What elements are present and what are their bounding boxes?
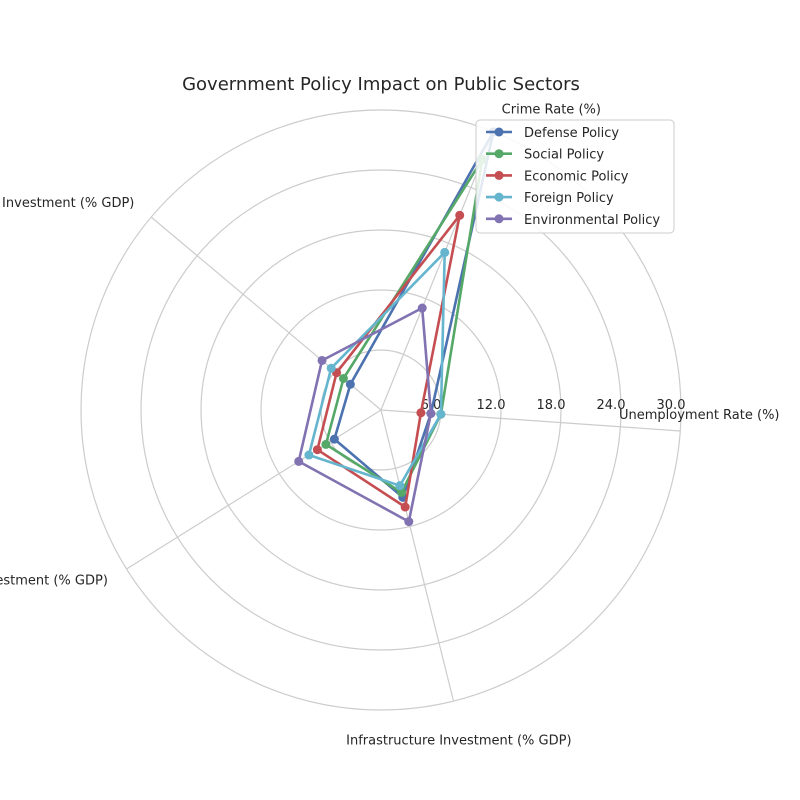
legend-item: Environmental Policy: [486, 213, 660, 228]
grid-circle-4: [140, 169, 622, 651]
data-point: [329, 434, 339, 444]
data-point: [404, 517, 414, 527]
data-point: [400, 502, 410, 512]
spoke-2: [380, 131, 494, 411]
data-point: [338, 373, 348, 383]
legend-item: Social Policy: [486, 148, 604, 163]
axis-label-3: Education Investment (% GDP): [0, 196, 134, 211]
grid-circle-3: [200, 229, 562, 591]
legend-marker: [494, 127, 504, 137]
data-point: [416, 408, 426, 418]
legend-marker: [494, 214, 504, 224]
series-line: [297, 306, 433, 523]
radial-tick-label: 12.0: [477, 398, 506, 413]
data-point: [304, 450, 314, 460]
series-2: [321, 155, 487, 497]
legend-label: Environmental Policy: [524, 213, 660, 228]
chart-title: Government Policy Impact on Public Secto…: [182, 74, 580, 95]
axis-labels: Unemployment Rate (%) Crime Rate (%) Educa…: [0, 102, 780, 748]
legend-label: Economic Policy: [524, 169, 629, 184]
legend-item: Foreign Policy: [486, 191, 614, 206]
axis-label-5: Infrastructure Investment (% GDP): [346, 733, 571, 748]
data-point: [436, 409, 446, 419]
radar-grid: [80, 109, 682, 711]
data-point: [417, 303, 427, 313]
legend-label: Foreign Policy: [524, 191, 614, 206]
data-point: [317, 355, 327, 365]
legend-item: Economic Policy: [486, 169, 629, 184]
series-line: [324, 158, 484, 494]
grid-circle-2: [260, 289, 502, 531]
data-point: [345, 379, 355, 389]
series-line: [307, 251, 447, 488]
legend-marker: [494, 149, 504, 159]
data-point: [426, 408, 436, 418]
axis-label-2: Crime Rate (%): [502, 102, 601, 117]
axis-label-1: Unemployment Rate (%): [619, 408, 780, 423]
legend-label: Defense Policy: [524, 126, 619, 141]
legend-label: Social Policy: [524, 148, 604, 163]
radial-tick-label: 24.0: [597, 398, 626, 413]
legend-marker: [494, 170, 504, 180]
series-5: [294, 303, 436, 527]
radial-tick-label: 18.0: [537, 398, 566, 413]
data-point: [326, 363, 336, 373]
spoke-4: [126, 409, 382, 570]
spoke-5: [380, 409, 455, 702]
data-point: [321, 439, 331, 449]
data-point: [440, 247, 450, 257]
data-point: [312, 445, 322, 455]
series-line: [316, 214, 462, 509]
legend-frame: [475, 119, 675, 234]
data-point: [294, 456, 304, 466]
grid-circle-5: [80, 109, 682, 711]
data-point: [395, 481, 405, 491]
legend-item: Defense Policy: [486, 126, 619, 141]
axis-label-4: Healthcare Investment (% GDP): [0, 574, 108, 589]
radial-tick-label: 30.0: [657, 398, 686, 413]
data-point: [455, 210, 465, 220]
data-point: [397, 487, 407, 497]
radial-tick-labels: 6.0 12.0 18.0 24.0 30.0: [421, 398, 686, 413]
legend-marker: [494, 192, 504, 202]
legend: Defense Policy Social Policy Economic Poli…: [475, 119, 675, 234]
series-3: [312, 210, 465, 512]
series-4: [304, 247, 450, 491]
